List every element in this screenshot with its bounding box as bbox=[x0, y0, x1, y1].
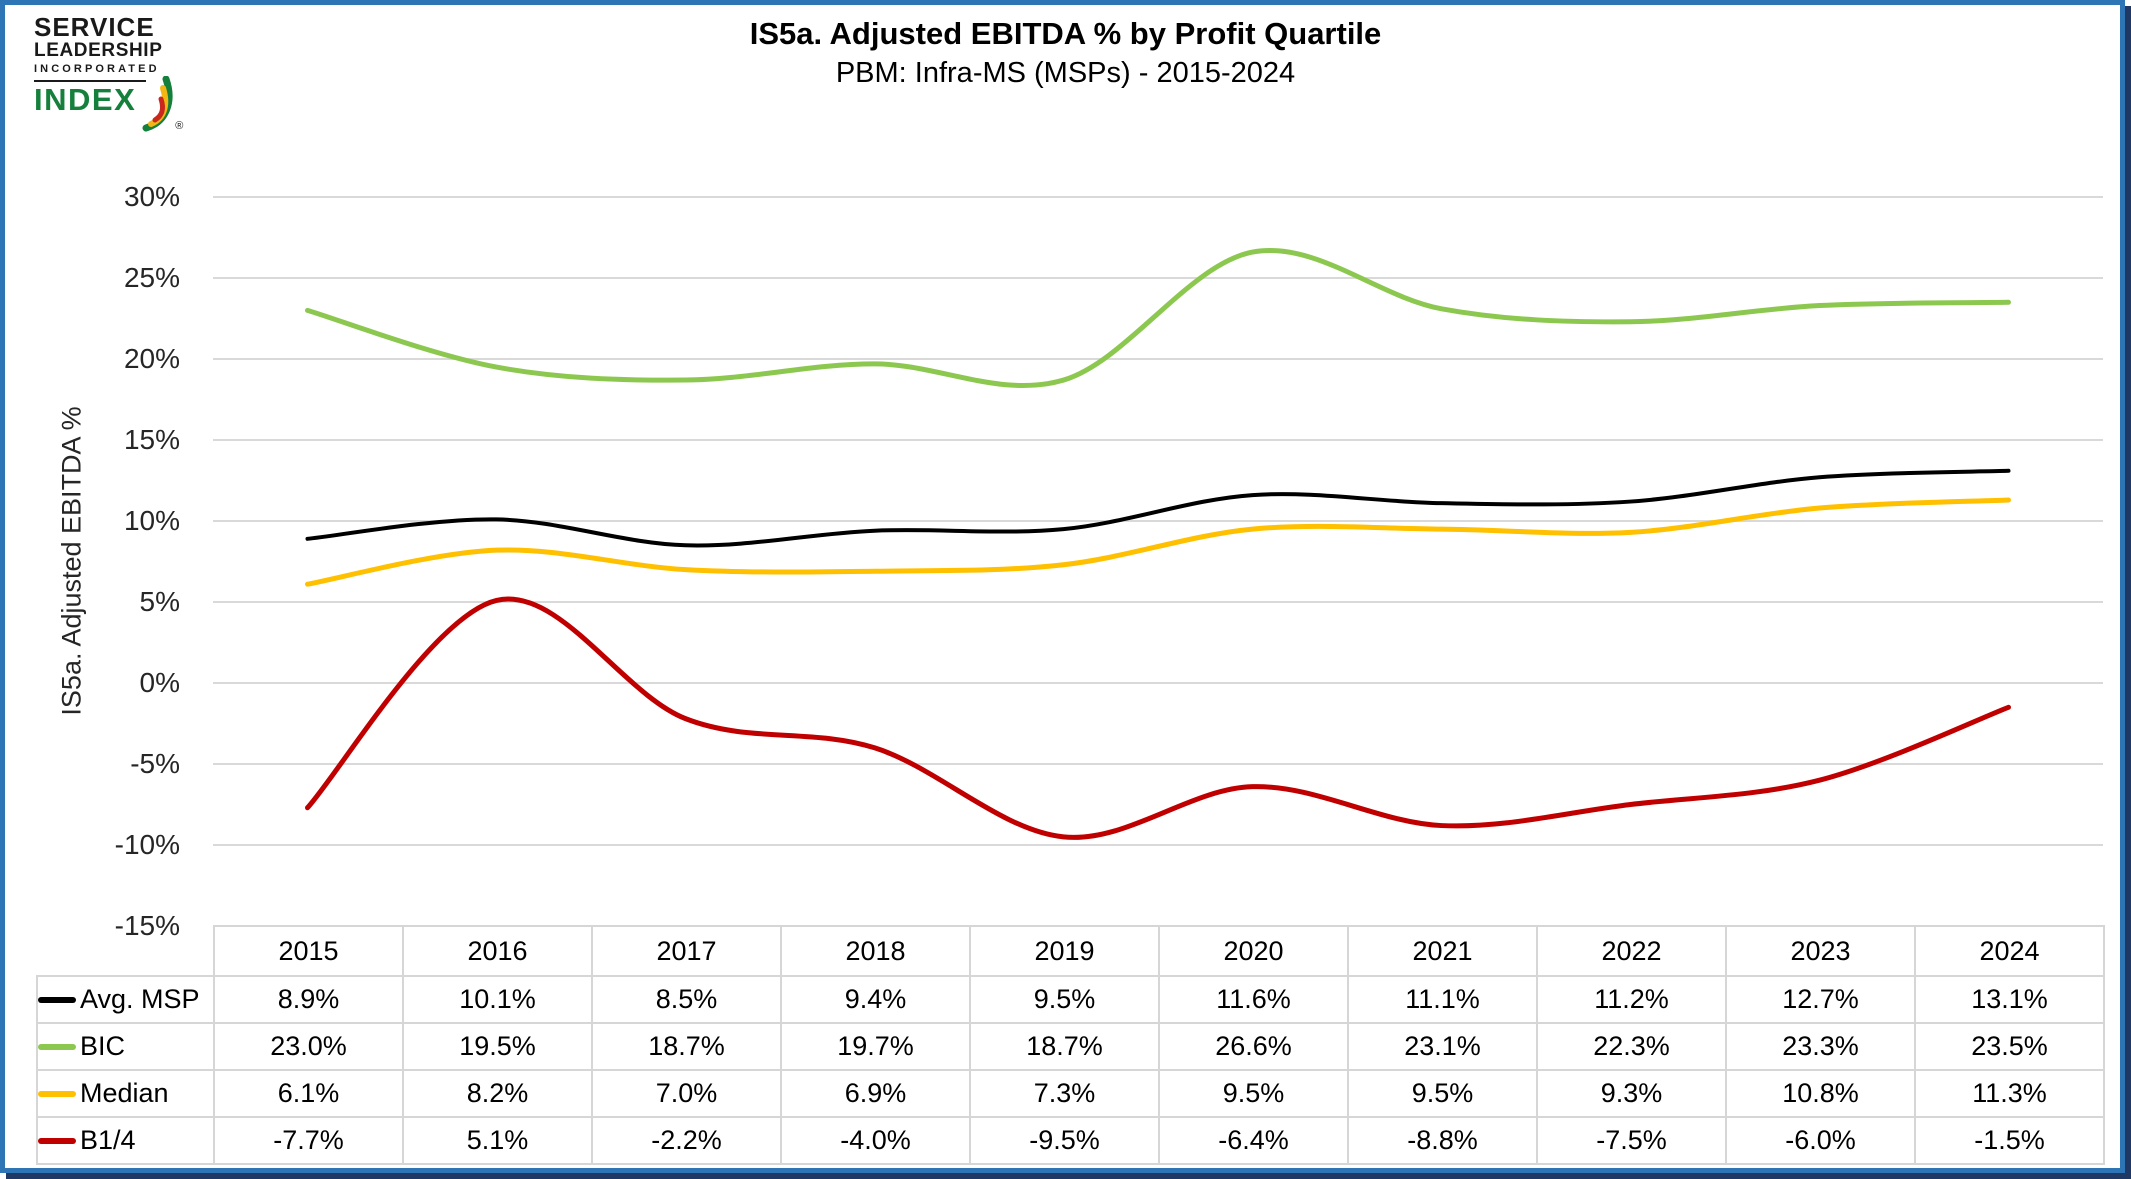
legend-cell: Median bbox=[36, 1069, 215, 1118]
chart-data-table: 2015 2016 2017 2018 2019 2020 2021 2022 2023 2024… bbox=[36, 925, 2105, 1165]
table-corner-cell bbox=[37, 926, 214, 976]
value-cell: -2.2% bbox=[591, 1116, 782, 1165]
series-line-bic bbox=[305, 248, 2011, 389]
value-cell: 9.4% bbox=[780, 975, 971, 1024]
year-header: 2016 bbox=[402, 925, 593, 977]
y-tick-label: 0% bbox=[139, 667, 180, 698]
value-cell: 9.5% bbox=[969, 975, 1160, 1024]
logo-leadership-text: LEADERSHIP bbox=[34, 40, 163, 61]
series-name: Median bbox=[80, 1078, 169, 1108]
year-header: 2015 bbox=[213, 925, 404, 977]
value-cell: -6.0% bbox=[1725, 1116, 1916, 1165]
logo-incorporated-text: INCORPORATED bbox=[34, 62, 160, 75]
y-tick-label: 15% bbox=[123, 424, 180, 455]
value-cell: 8.9% bbox=[213, 975, 404, 1024]
value-cell: 9.5% bbox=[1347, 1069, 1538, 1118]
logo-divider bbox=[34, 80, 146, 83]
legend-cell: BIC bbox=[36, 1022, 215, 1071]
value-cell: -6.4% bbox=[1158, 1116, 1349, 1165]
value-cell: 9.3% bbox=[1536, 1069, 1727, 1118]
year-header: 2020 bbox=[1158, 925, 1349, 977]
value-cell: 11.2% bbox=[1536, 975, 1727, 1024]
value-cell: 26.6% bbox=[1158, 1022, 1349, 1071]
y-tick-label: 5% bbox=[139, 586, 180, 617]
year-header: 2022 bbox=[1536, 925, 1727, 977]
legend-cell: Avg. MSP bbox=[36, 975, 215, 1024]
legend-line-swatch bbox=[38, 1090, 76, 1097]
value-cell: 12.7% bbox=[1725, 975, 1916, 1024]
year-header: 2019 bbox=[969, 925, 1160, 977]
y-tick-label: -15% bbox=[114, 910, 180, 941]
value-cell: 23.1% bbox=[1347, 1022, 1538, 1071]
logo-index-text: INDEX bbox=[34, 82, 137, 118]
table-row: Avg. MSP 8.9% 10.1% 8.5% 9.4% 9.5% 11.6% 11.1% 1… bbox=[36, 975, 2105, 1024]
value-cell: -7.5% bbox=[1536, 1116, 1727, 1165]
year-header: 2017 bbox=[591, 925, 782, 977]
legend-line-swatch bbox=[38, 996, 76, 1003]
year-header: 2018 bbox=[780, 925, 971, 977]
value-cell: 13.1% bbox=[1914, 975, 2105, 1024]
series-name: BIC bbox=[80, 1031, 126, 1061]
value-cell: 10.8% bbox=[1725, 1069, 1916, 1118]
legend-cell: B1/4 bbox=[36, 1116, 215, 1165]
y-tick-label: 20% bbox=[123, 343, 180, 374]
logo-swoosh-icon bbox=[142, 76, 173, 132]
value-cell: 6.1% bbox=[213, 1069, 404, 1118]
chart-subtitle: PBM: Infra-MS (MSPs) - 2015-2024 bbox=[835, 57, 1296, 89]
value-cell: -4.0% bbox=[780, 1116, 971, 1165]
value-cell: 22.3% bbox=[1536, 1022, 1727, 1071]
table-row: BIC 23.0% 19.5% 18.7% 19.7% 18.7% 26.6% 23.1% 22… bbox=[36, 1022, 2105, 1071]
value-cell: 10.1% bbox=[402, 975, 593, 1024]
value-cell: 19.7% bbox=[780, 1022, 971, 1071]
value-cell: 8.5% bbox=[591, 975, 782, 1024]
registered-mark: ® bbox=[175, 120, 184, 133]
year-header: 2021 bbox=[1347, 925, 1538, 977]
value-cell: 19.5% bbox=[402, 1022, 593, 1071]
logo-service-text: SERVICE bbox=[34, 12, 155, 42]
value-cell: -8.8% bbox=[1347, 1116, 1538, 1165]
value-cell: 23.5% bbox=[1914, 1022, 2105, 1071]
series-line-median bbox=[305, 497, 2011, 587]
table-row: B1/4 -7.7% 5.1% -2.2% -4.0% -9.5% -6.4% -8.8% -7… bbox=[36, 1116, 2105, 1165]
legend-line-swatch bbox=[38, 1043, 76, 1050]
service-leadership-index-logo: SERVICE LEADERSHIP INCORPORATED INDEX ® bbox=[34, 14, 183, 132]
y-tick-label: 30% bbox=[123, 181, 180, 212]
y-tick-label: -10% bbox=[114, 829, 180, 860]
y-tick-label: -5% bbox=[130, 748, 180, 779]
value-cell: 11.3% bbox=[1914, 1069, 2105, 1118]
y-tick-label: 10% bbox=[123, 505, 180, 536]
value-cell: -9.5% bbox=[969, 1116, 1160, 1165]
value-cell: -1.5% bbox=[1914, 1116, 2105, 1165]
year-header: 2024 bbox=[1914, 925, 2105, 977]
value-cell: -7.7% bbox=[213, 1116, 404, 1165]
series-name: B1/4 bbox=[80, 1125, 136, 1155]
value-cell: 18.7% bbox=[969, 1022, 1160, 1071]
value-cell: 7.0% bbox=[591, 1069, 782, 1118]
series-line-avg-msp bbox=[305, 468, 2011, 548]
series-name: Avg. MSP bbox=[80, 984, 200, 1014]
series-line-b1-4 bbox=[305, 596, 2011, 840]
value-cell: 7.3% bbox=[969, 1069, 1160, 1118]
chart-title: IS5a. Adjusted EBITDA % by Profit Quarti… bbox=[749, 16, 1382, 51]
value-cell: 23.3% bbox=[1725, 1022, 1916, 1071]
value-cell: 18.7% bbox=[591, 1022, 782, 1071]
year-header: 2023 bbox=[1725, 925, 1916, 977]
value-cell: 11.1% bbox=[1347, 975, 1538, 1024]
value-cell: 9.5% bbox=[1158, 1069, 1349, 1118]
value-cell: 5.1% bbox=[402, 1116, 593, 1165]
legend-line-swatch bbox=[38, 1137, 76, 1144]
value-cell: 8.2% bbox=[402, 1069, 593, 1118]
value-cell: 6.9% bbox=[780, 1069, 971, 1118]
value-cell: 11.6% bbox=[1158, 975, 1349, 1024]
table-row: Median 6.1% 8.2% 7.0% 6.9% 7.3% 9.5% 9.5% 9.3% 10… bbox=[36, 1069, 2105, 1118]
value-cell: 23.0% bbox=[213, 1022, 404, 1071]
y-tick-label: 25% bbox=[123, 262, 180, 293]
